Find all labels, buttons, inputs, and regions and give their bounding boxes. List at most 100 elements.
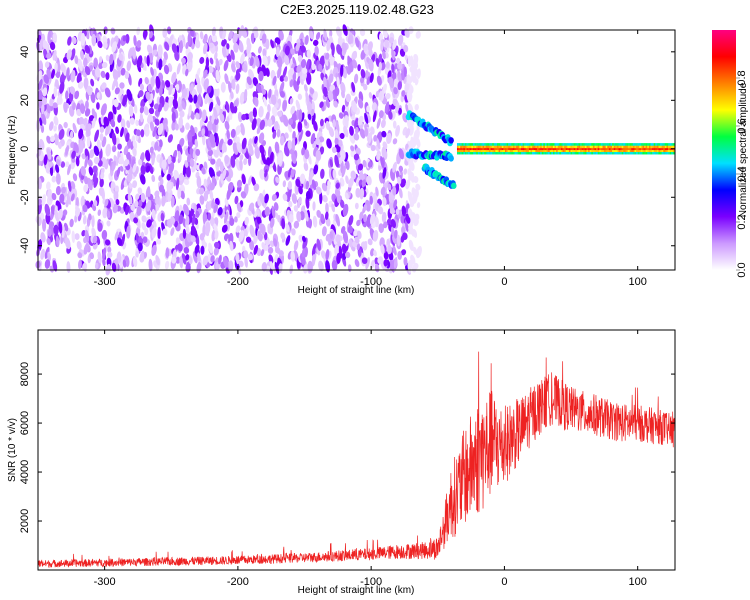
heatmap-noise-cell (305, 180, 310, 190)
figure-title: C2E3.2025.119.02.48.G23 (280, 2, 434, 17)
heatmap-carrier-cell (480, 151, 483, 155)
heatmap-noise-cell (178, 214, 184, 225)
heatmap-carrier-cell (656, 149, 659, 153)
heatmap-noise-cell (354, 37, 360, 48)
heatmap-noise-cell (327, 180, 331, 190)
heatmap-carrier-cell (573, 145, 576, 149)
heatmap-noise-cell (71, 36, 77, 45)
heatmap-noise-cell (385, 61, 390, 69)
heatmap-carrier-cell (532, 145, 534, 149)
heatmap-noise-cell (149, 30, 154, 39)
heatmap-noise-cell (258, 46, 262, 54)
heatmap-carrier-cell (624, 143, 627, 146)
heatmap-noise-cell (306, 49, 312, 59)
heatmap-noise-cell (114, 185, 119, 192)
heatmap-noise-cell (91, 33, 97, 47)
heatmap-noise-cell (163, 51, 168, 60)
heatmap-carrier-cell (474, 147, 477, 151)
heatmap-noise-cell (122, 35, 127, 42)
heatmap-noise-cell (82, 262, 88, 271)
heatmap-noise-cell (76, 108, 82, 117)
heatmap-carrier-cell (461, 147, 464, 151)
heatmap-carrier-cell (645, 151, 648, 155)
heatmap-carrier-cell (583, 149, 586, 153)
heatmap-carrier-cell (482, 147, 485, 151)
heatmap-noise-cell (51, 192, 57, 201)
heatmap-noise-cell (410, 254, 416, 265)
heatmap-noise-cell (315, 149, 322, 161)
heatmap-noise-cell (203, 69, 208, 79)
heatmap-noise-cell (237, 111, 243, 123)
heatmap-carrier-cell (612, 151, 614, 155)
heatmap-carrier-cell (522, 147, 525, 151)
heatmap-carrier-cell (477, 151, 480, 155)
heatmap-noise-cell (140, 165, 146, 176)
heatmap-noise-cell (259, 169, 265, 180)
heatmap-noise-cell (162, 228, 168, 236)
heatmap-carrier-cell (629, 143, 632, 146)
heatmap-noise-cell (378, 61, 383, 71)
heatmap-noise-cell (116, 166, 121, 177)
heatmap-carrier-cell (650, 151, 653, 155)
heatmap-noise-cell (407, 190, 412, 204)
heatmap-carrier-cell (648, 143, 651, 146)
heatmap-carrier-cell (669, 149, 672, 153)
heatmap-carrier-cell (607, 143, 610, 146)
heatmap-noise-cell (161, 159, 167, 170)
heatmap-carrier-cell (581, 151, 584, 155)
heatmap-noise-cell (295, 99, 301, 111)
heatmap-noise-cell (341, 243, 347, 254)
heatmap-noise-cell (393, 199, 398, 209)
heatmap-noise-cell (369, 72, 374, 83)
heatmap-carrier-cell (652, 151, 654, 155)
heatmap-noise-cell (165, 80, 171, 88)
heatmap-carrier-cell (476, 145, 478, 149)
heatmap-carrier-cell (560, 147, 563, 151)
heatmap-noise-cell (202, 224, 206, 238)
heatmap-carrier-cell (640, 143, 643, 146)
heatmap-carrier-cell (533, 149, 536, 153)
heatmap-carrier-cell (572, 149, 574, 153)
heatmap-noise-cell (261, 152, 267, 165)
heatmap-carrier-cell (607, 147, 610, 151)
heatmap-noise-cell (300, 78, 304, 85)
heatmap-carrier-cell (620, 143, 622, 146)
heatmap-noise-cell (90, 91, 96, 104)
heatmap-carrier-cell (508, 145, 510, 149)
heatmap-carrier-cell (540, 147, 542, 151)
heatmap-noise-cell (102, 247, 107, 261)
heatmap-noise-cell (310, 132, 316, 145)
heatmap-noise-cell (288, 67, 295, 76)
heatmap-carrier-cell (661, 151, 664, 155)
heatmap-carrier-cell (639, 151, 642, 155)
heatmap-noise-cell (332, 169, 337, 179)
heatmap-noise-cell (267, 103, 271, 113)
heatmap-noise-cell (43, 74, 49, 84)
heatmap-noise-cell (223, 59, 229, 72)
heatmap-noise-cell (79, 103, 85, 114)
heatmap-noise-cell (194, 138, 199, 148)
heatmap-carrier-cell (528, 151, 531, 155)
heatmap-carrier-cell (626, 149, 629, 153)
heatmap-carrier-cell (503, 147, 506, 151)
heatmap-carrier-cell (552, 143, 555, 146)
heatmap-noise-cell (235, 83, 240, 95)
heatmap-carrier-cell (621, 151, 624, 155)
heatmap-noise-cell (341, 42, 347, 54)
heatmap-noise-cell (141, 222, 147, 231)
heatmap-noise-cell (85, 100, 89, 110)
heatmap-noise-cell (140, 129, 145, 138)
heatmap-noise-cell (301, 248, 306, 258)
heatmap-noise-cell (63, 56, 68, 64)
heatmap-carrier-cell (618, 147, 621, 151)
heatmap-carrier-cell (642, 151, 645, 155)
heatmap-carrier-cell (536, 149, 539, 153)
heatmap-carrier-cell (530, 145, 533, 149)
heatmap-noise-cell (135, 129, 141, 137)
heatmap-carrier-cell (480, 149, 483, 153)
heatmap-noise-cell (214, 230, 219, 240)
heatmap-noise-cell (195, 39, 201, 49)
heatmap-carrier-cell (668, 149, 670, 153)
heatmap-carrier-cell (599, 147, 602, 151)
heatmap-noise-cell (335, 234, 341, 243)
